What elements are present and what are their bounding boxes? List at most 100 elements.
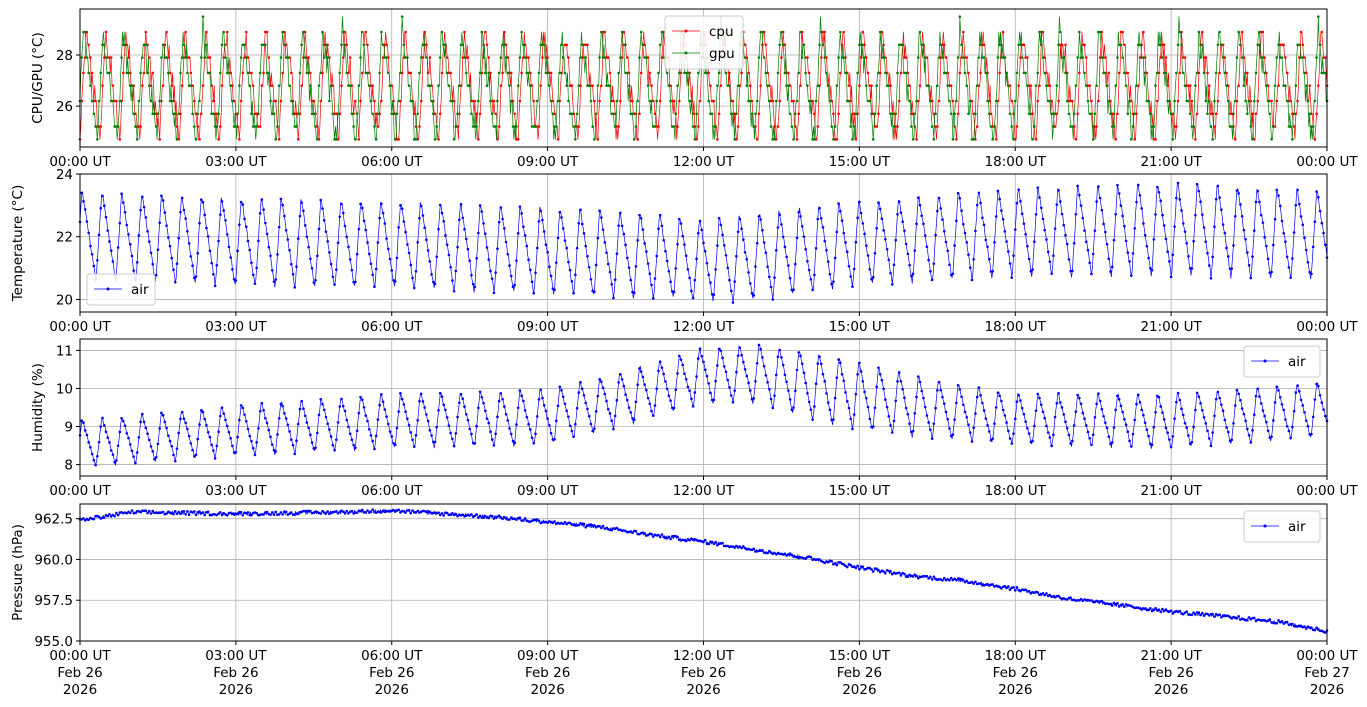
data-point [244, 225, 248, 229]
data-point [975, 125, 979, 128]
data-point [369, 434, 373, 437]
data-point [634, 400, 638, 404]
data-point [1012, 138, 1015, 141]
data-point [208, 56, 212, 59]
x-tick-label: 12:00 UT [673, 648, 735, 664]
data-point [1110, 265, 1114, 269]
data-point [160, 194, 163, 198]
data-point [842, 56, 846, 59]
data-point [1211, 431, 1214, 434]
data-point [298, 407, 302, 411]
data-point [504, 56, 508, 59]
data-point [742, 360, 745, 364]
data-point [1175, 196, 1178, 200]
data-point [601, 524, 605, 528]
data-point [345, 71, 349, 75]
data-point [754, 265, 757, 268]
data-point [480, 396, 484, 399]
data-point [1078, 30, 1081, 34]
data-point [437, 409, 440, 412]
data-point [1171, 435, 1175, 438]
data-point [1112, 238, 1116, 242]
data-point [115, 459, 118, 462]
data-point [968, 99, 972, 103]
data-point [1033, 424, 1036, 428]
data-point [1220, 208, 1223, 211]
data-point [1024, 71, 1027, 75]
y-axis-label: Pressure (hPa) [10, 524, 26, 621]
data-point [406, 417, 409, 420]
data-point [1313, 138, 1317, 141]
data-point [842, 30, 846, 34]
data-point [865, 84, 868, 87]
data-point [658, 213, 662, 217]
data-point [1164, 71, 1168, 75]
data-point [1129, 445, 1133, 448]
data-point [771, 99, 775, 103]
data-point [910, 125, 913, 128]
x-tick-date-label: Feb 27 [1304, 665, 1349, 681]
data-point [445, 71, 449, 75]
data-point [198, 221, 201, 225]
data-point [870, 277, 873, 281]
data-point [814, 382, 818, 386]
data-point [646, 84, 650, 87]
data-point [1102, 222, 1105, 226]
data-point [251, 273, 255, 277]
data-point [218, 125, 222, 128]
data-point [593, 99, 596, 103]
data-point [1074, 212, 1078, 216]
data-point [184, 512, 187, 516]
data-point [385, 237, 388, 240]
data-point [776, 71, 780, 75]
data-point [243, 413, 246, 416]
data-point [1050, 444, 1053, 448]
data-point [577, 125, 581, 128]
data-point [690, 289, 693, 293]
data-point [341, 211, 345, 215]
data-point [916, 375, 920, 378]
data-point [1218, 30, 1221, 34]
data-point [1013, 589, 1017, 592]
data-point [445, 416, 449, 419]
data-point [991, 583, 995, 586]
data-point [792, 406, 795, 409]
data-point [458, 401, 461, 405]
data-point [90, 99, 94, 103]
data-point [317, 413, 321, 417]
data-point [774, 373, 778, 377]
data-point [347, 425, 350, 429]
data-point [1246, 251, 1249, 254]
data-point [1149, 607, 1152, 610]
data-point [890, 572, 894, 576]
data-point [319, 397, 323, 401]
data-point [217, 112, 220, 116]
data-point [248, 84, 252, 87]
data-point [610, 419, 614, 423]
data-point [593, 290, 596, 294]
data-point [939, 43, 943, 47]
x-tick-date-label: Feb 26 [213, 665, 258, 681]
data-point [218, 414, 222, 418]
data-point [1211, 612, 1214, 616]
data-point [1003, 56, 1007, 59]
data-point [742, 545, 745, 548]
data-point [160, 411, 163, 415]
data-point [378, 403, 381, 407]
data-point [452, 138, 456, 141]
data-point [778, 43, 782, 47]
data-point [561, 522, 565, 526]
data-point [676, 243, 679, 246]
data-point [257, 112, 260, 116]
data-point [1195, 71, 1199, 75]
data-point [716, 84, 719, 87]
data-point [201, 15, 205, 18]
data-point [184, 217, 187, 220]
data-point [437, 138, 440, 141]
data-point [246, 427, 250, 431]
data-point [712, 99, 716, 103]
data-point [967, 71, 970, 75]
data-point [728, 84, 731, 87]
data-point [1213, 225, 1216, 229]
data-point [438, 56, 442, 59]
